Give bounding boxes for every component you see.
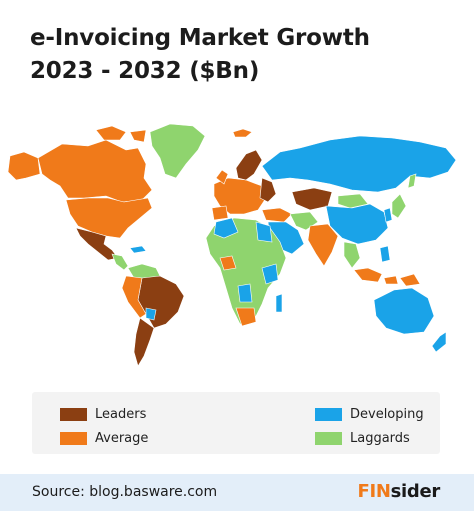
region-usa: [65, 197, 153, 239]
region-brazil: [137, 275, 185, 329]
legend-label-laggards: Laggards: [350, 431, 410, 446]
region-china: [325, 203, 389, 245]
legend-label-developing: Developing: [350, 407, 424, 422]
region-canada: [37, 139, 153, 203]
chart-title: e-Invoicing Market Growth 2023 - 2032 ($…: [30, 22, 370, 88]
region-southern-cone: [133, 317, 155, 367]
legend-item-leaders: Leaders: [60, 407, 146, 422]
region-iberia: [211, 205, 229, 221]
region-egypt: [255, 221, 273, 243]
region-russia: [261, 135, 457, 193]
region-eastern-europe: [259, 177, 277, 203]
legend-swatch-average: [60, 432, 87, 445]
region-korea: [383, 207, 393, 223]
region-mongolia: [337, 193, 369, 209]
legend-item-developing: Developing: [315, 407, 424, 422]
region-india: [307, 223, 339, 267]
region-scandinavia: [235, 149, 263, 181]
region-alaska: [7, 151, 41, 181]
region-southeast-asia: [343, 241, 361, 269]
logo-part-fin: FIN: [357, 481, 391, 502]
region-greenland: [149, 123, 206, 179]
legend-label-average: Average: [95, 431, 149, 446]
region-indonesia: [353, 267, 399, 285]
region-papua: [399, 273, 421, 287]
region-east-africa: [261, 263, 279, 285]
region-south-africa: [235, 307, 257, 327]
legend-swatch-leaders: [60, 408, 87, 421]
region-sakhalin: [407, 173, 417, 189]
legend: Leaders Average Developing Laggards: [32, 392, 440, 454]
source-text: Source: blog.basware.com: [32, 484, 218, 500]
region-central-america: [111, 253, 129, 271]
title-line-2: 2023 - 2032 ($Bn): [30, 58, 260, 84]
legend-item-laggards: Laggards: [315, 431, 410, 446]
region-north-africa: [213, 217, 239, 239]
region-uk: [215, 169, 229, 185]
region-new-zealand: [431, 331, 447, 353]
region-bolivia: [145, 307, 157, 321]
region-japan: [391, 193, 407, 219]
title-line-1: e-Invoicing Market Growth: [30, 25, 370, 51]
region-western-europe: [213, 177, 267, 215]
logo-part-sider: sider: [390, 481, 441, 502]
legend-swatch-developing: [315, 408, 342, 421]
legend-label-leaders: Leaders: [95, 407, 147, 422]
legend-item-average: Average: [60, 431, 148, 446]
region-australia: [373, 287, 435, 335]
world-map: [7, 123, 457, 367]
region-iceland: [232, 128, 253, 138]
region-central-africa: [237, 283, 253, 303]
legend-swatch-laggards: [315, 432, 342, 445]
region-turkey: [261, 207, 293, 223]
region-andes: [121, 275, 147, 319]
footer: Source: blog.basware.com FINsider: [0, 474, 474, 511]
region-west-africa: [219, 255, 237, 271]
region-madagascar: [275, 293, 283, 313]
region-arctic-islands: [95, 125, 147, 143]
region-caribbean: [129, 245, 147, 254]
region-philippines: [379, 245, 391, 263]
finsider-logo: FINsider: [357, 481, 440, 502]
